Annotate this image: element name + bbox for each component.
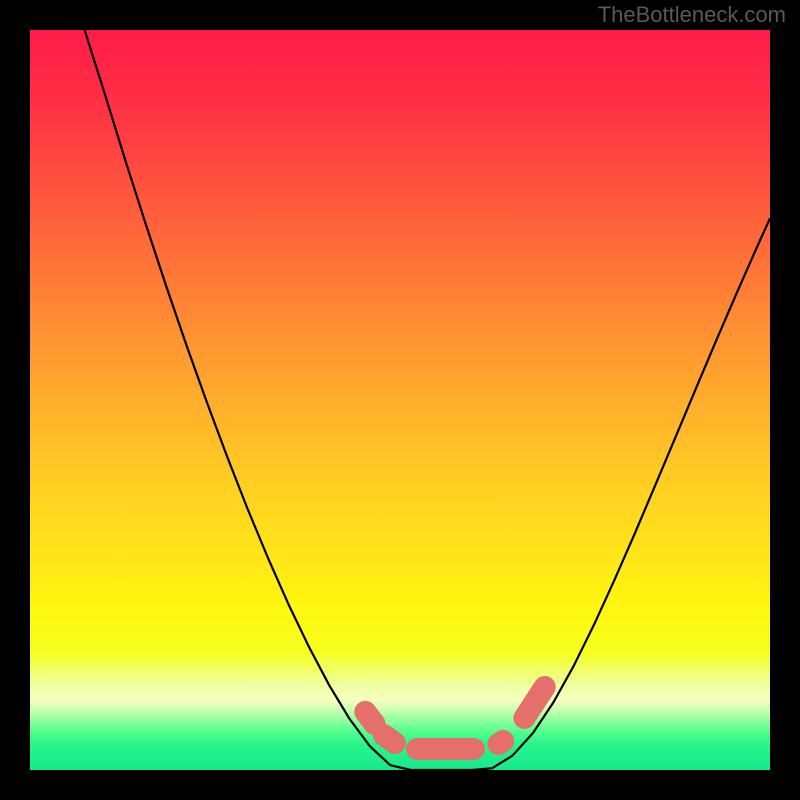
watermark-label: TheBottleneck.com [598, 2, 786, 28]
chart-frame: TheBottleneck.com [0, 0, 800, 800]
highlight-marker [384, 735, 395, 743]
chart-canvas [0, 0, 800, 800]
highlight-marker [365, 712, 374, 724]
plot-area [30, 30, 770, 770]
highlight-marker [498, 741, 503, 744]
